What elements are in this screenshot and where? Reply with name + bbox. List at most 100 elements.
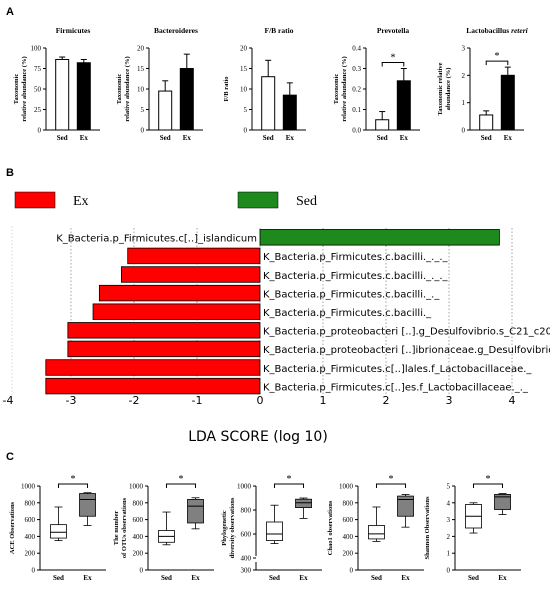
y-axis-label: Taxonomic relative abundance (%) xyxy=(13,56,28,121)
y-axis-label-line: The number xyxy=(113,511,120,546)
lda-bar-ex xyxy=(92,303,261,320)
lda-feature-label: K_Bacteria.p_proteobacteri [..]ibrionace… xyxy=(263,345,550,356)
x-tick-label: 2 xyxy=(383,394,390,407)
y-tick-label: 5 xyxy=(244,106,248,114)
x-tick-label: -4 xyxy=(3,394,14,407)
box-ex xyxy=(397,495,414,517)
lda-bar-ex xyxy=(45,359,261,376)
x-tick-label: Sed xyxy=(481,134,492,142)
y-tick-label: 3 xyxy=(462,45,466,53)
lda-bar-ex xyxy=(67,322,261,339)
bar-sed xyxy=(55,58,70,131)
legend-label-ex: Ex xyxy=(73,194,89,209)
y-axis-label-line: Taxonomic xyxy=(13,74,20,105)
chart-title: Lactobacillus reteri xyxy=(466,26,528,35)
lda-feature-label: K_Bacteria.p_Firmicutes.c.bacilli._ xyxy=(263,308,432,319)
x-tick-label: Sed xyxy=(161,574,172,582)
significance-star: * xyxy=(391,53,396,64)
box-sed xyxy=(50,524,67,539)
box-ex xyxy=(187,499,204,524)
y-tick-label: 400 xyxy=(133,533,144,541)
legend-swatch-sed xyxy=(237,191,279,209)
significance-bracket xyxy=(273,483,305,488)
y-tick-label: 400 xyxy=(343,533,354,541)
lda-bar-ex xyxy=(98,284,261,302)
panel-b: Ex Sed K_Bacteria.p_Firmicutes.c[..]_islan… xyxy=(3,191,550,445)
y-tick-label: 0 xyxy=(140,567,144,575)
y-tick-label: 400 xyxy=(25,533,36,541)
y-tick-label: 0 xyxy=(38,127,42,135)
legend-swatch-ex xyxy=(14,191,56,209)
y-tick-label: 0.0 xyxy=(352,127,361,135)
x-tick-label: Sed xyxy=(53,574,64,582)
y-tick-label: 800 xyxy=(343,499,354,507)
legend-label-sed: Sed xyxy=(296,194,317,209)
y-axis-label: Taxonomic relative abundance (%) xyxy=(333,56,348,121)
x-tick-label: Sed xyxy=(263,134,274,142)
significance-bracket xyxy=(57,483,89,488)
y-tick-label: 0 xyxy=(462,127,466,135)
significance-bracket xyxy=(472,483,504,488)
bar-sed xyxy=(479,114,494,131)
y-axis-label: Chao1 observations xyxy=(327,500,334,555)
box-plot-4: 0 200 400 600 800 1000 Chao1 observations Sed Ex… xyxy=(327,474,424,582)
y-tick-label: 600 xyxy=(343,516,354,524)
x-tick-label: Sed xyxy=(160,134,171,142)
chart-title: Prevotella xyxy=(377,26,410,35)
bar-ex xyxy=(76,62,91,131)
x-tick-label: 4 xyxy=(509,394,516,407)
chart-title: Bacteroideres xyxy=(154,26,198,35)
y-tick-label: 10 xyxy=(137,86,145,94)
y-axis-label-line: F/B ratio xyxy=(223,76,230,101)
y-tick-label: 1 xyxy=(447,550,451,558)
y-tick-label: 800 xyxy=(133,499,144,507)
y-tick-label: 200 xyxy=(343,550,354,558)
x-tick-label: Ex xyxy=(401,574,410,582)
x-tick-label: Sed xyxy=(269,574,280,582)
y-axis-label-line: Phylogenetic xyxy=(221,510,228,545)
x-tick-label: Ex xyxy=(286,134,295,142)
y-tick-label: 4 xyxy=(447,499,451,507)
y-tick-label: 0 xyxy=(350,567,354,575)
y-axis-label-line: Taxonomic xyxy=(333,74,340,105)
panel-letter-b: B xyxy=(6,167,14,179)
y-axis-label-line: relative abundance (%) xyxy=(124,56,131,121)
significance-star: * xyxy=(389,474,394,485)
lda-feature-label: K_Bacteria.p_proteobacteri [..].g_Desulf… xyxy=(263,327,550,338)
y-tick-label: 0 xyxy=(32,567,36,575)
x-tick-label: Ex xyxy=(498,574,507,582)
lda-bar-ex xyxy=(127,247,261,265)
lda-feature-label: K_Bacteria.p_Firmicutes.c[..]es.f_Lactob… xyxy=(263,382,529,393)
bar-sed xyxy=(158,90,173,131)
lda-bar-sed xyxy=(259,229,500,246)
y-axis-label: Taxonomic relative abundance (%) xyxy=(437,62,452,115)
y-axis-label: Phylogenetic diversity observations xyxy=(221,497,236,558)
significance-star: * xyxy=(495,51,500,62)
y-tick-label: 15 xyxy=(137,65,145,73)
y-tick-label: 600 xyxy=(241,531,252,539)
y-tick-label: 600 xyxy=(25,516,36,524)
bar-ex xyxy=(179,68,194,131)
y-tick-label: 0 xyxy=(447,567,451,575)
x-tick-label: Ex xyxy=(83,574,92,582)
bar-chart-4: Prevotella 0.0 0.1 0.2 0.3 0.4 Taxonomic relati… xyxy=(333,26,420,142)
y-tick-label: 200 xyxy=(25,550,36,558)
chart-title: F/B ratio xyxy=(265,26,294,35)
panel-letter-a: A xyxy=(6,6,14,18)
y-tick-label: 300 xyxy=(241,567,252,575)
y-tick-label: 0 xyxy=(244,127,248,135)
y-tick-label: 0.4 xyxy=(352,45,361,53)
y-axis-label-line: Taxonomic relative xyxy=(437,62,444,115)
bar-chart-3: F/B ratio 0 5 10 15 20 F/B ratio Sed Ex xyxy=(223,26,306,142)
lda-bar-ex xyxy=(121,266,261,283)
y-tick-label: 800 xyxy=(25,499,36,507)
y-tick-label: 20 xyxy=(137,45,145,53)
significance-bracket xyxy=(485,60,509,66)
box-sed xyxy=(266,521,283,542)
x-tick-label: Ex xyxy=(400,134,409,142)
lda-bar-ex xyxy=(67,340,261,358)
y-axis-label-line: of OTUs observations xyxy=(121,497,128,558)
y-tick-label: 1000 xyxy=(129,483,144,491)
